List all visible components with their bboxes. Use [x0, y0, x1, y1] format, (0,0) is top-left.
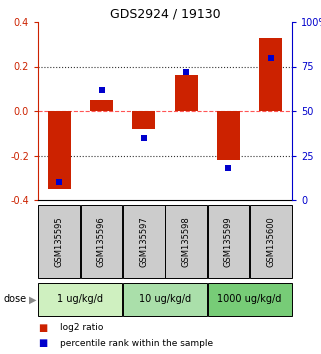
Point: [184, 69, 189, 75]
FancyBboxPatch shape: [38, 283, 122, 316]
Point: [141, 135, 146, 141]
Text: 1 ug/kg/d: 1 ug/kg/d: [57, 295, 103, 304]
Text: ▶: ▶: [29, 295, 36, 304]
Text: GSM135599: GSM135599: [224, 216, 233, 267]
Text: ■: ■: [38, 338, 47, 348]
Point: [268, 55, 273, 61]
FancyBboxPatch shape: [208, 283, 292, 316]
Text: GSM135595: GSM135595: [55, 216, 64, 267]
Text: GSM135600: GSM135600: [266, 216, 275, 267]
Point: [99, 87, 104, 92]
Text: percentile rank within the sample: percentile rank within the sample: [60, 338, 213, 348]
Bar: [175, 75, 198, 111]
Text: dose: dose: [3, 295, 26, 304]
Text: ■: ■: [38, 323, 47, 333]
Text: GSM135598: GSM135598: [182, 216, 191, 267]
FancyBboxPatch shape: [81, 205, 122, 279]
FancyBboxPatch shape: [208, 205, 249, 279]
FancyBboxPatch shape: [38, 205, 80, 279]
FancyBboxPatch shape: [250, 205, 292, 279]
Text: GSM135597: GSM135597: [139, 216, 148, 267]
Bar: [259, 38, 282, 111]
Title: GDS2924 / 19130: GDS2924 / 19130: [110, 8, 220, 21]
Text: 1000 ug/kg/d: 1000 ug/kg/d: [218, 295, 282, 304]
Text: log2 ratio: log2 ratio: [60, 324, 104, 332]
Bar: [90, 100, 113, 111]
Point: [226, 165, 231, 171]
FancyBboxPatch shape: [165, 205, 207, 279]
Text: GSM135596: GSM135596: [97, 216, 106, 267]
Text: 10 ug/kg/d: 10 ug/kg/d: [139, 295, 191, 304]
Bar: [48, 111, 71, 189]
Bar: [132, 111, 155, 129]
Bar: [217, 111, 240, 160]
FancyBboxPatch shape: [123, 283, 207, 316]
Point: [56, 179, 62, 185]
FancyBboxPatch shape: [123, 205, 165, 279]
